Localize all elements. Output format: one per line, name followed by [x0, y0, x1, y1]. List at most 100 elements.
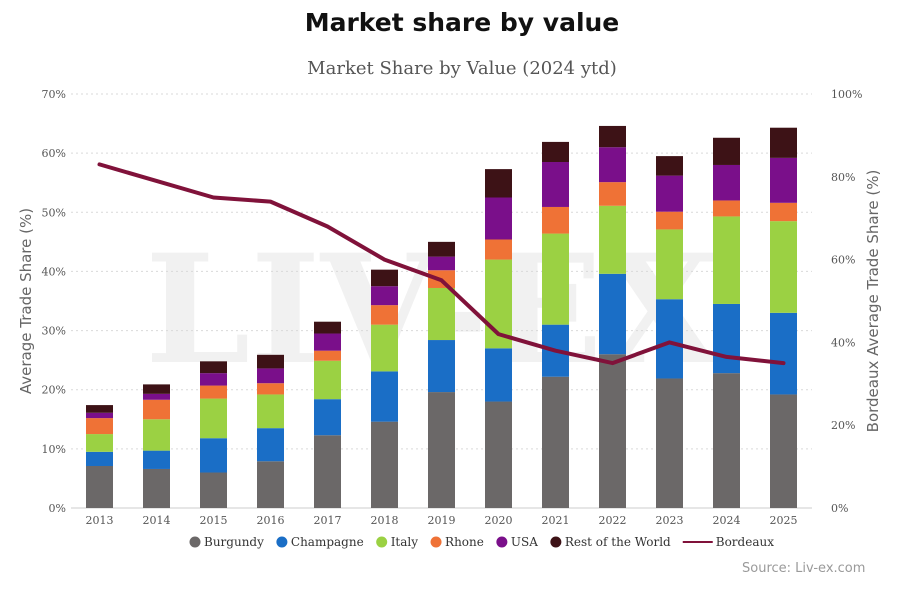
bar-segment — [257, 383, 284, 395]
y2-axis-title: Bordeaux Average Trade Share (%) — [864, 170, 882, 433]
bar-segment — [200, 398, 227, 439]
bar-segment — [428, 256, 455, 271]
x-tick-label: 2020 — [485, 514, 513, 527]
bar-segment — [713, 137, 740, 165]
bar-segment — [656, 156, 683, 176]
bar-segment — [542, 376, 569, 508]
x-tick-label: 2025 — [770, 514, 798, 527]
bar-segment — [86, 405, 113, 413]
x-tick-label: 2014 — [143, 514, 171, 527]
legend-marker — [189, 536, 201, 548]
y-tick-label: 0% — [49, 502, 66, 515]
bar-segment — [428, 241, 455, 257]
bar-segment — [770, 312, 797, 395]
bar-segment — [599, 205, 626, 274]
y2-tick-label: 40% — [831, 336, 855, 349]
bar-segment — [371, 286, 398, 306]
bar-segment — [314, 350, 341, 361]
x-tick-label: 2015 — [200, 514, 228, 527]
bar-segment — [770, 157, 797, 203]
y2-tick-label: 100% — [831, 88, 862, 101]
bar-segment — [143, 419, 170, 451]
bar-segment — [599, 125, 626, 148]
bar-segment — [428, 287, 455, 341]
y-axis-title: Average Trade Share (%) — [17, 208, 35, 394]
bar-segment — [143, 393, 170, 400]
bar-segment — [713, 373, 740, 508]
y2-tick-label: 0% — [831, 502, 848, 515]
x-tick-label: 2013 — [86, 514, 114, 527]
bar-segment — [86, 451, 113, 467]
bar-segment — [713, 200, 740, 217]
bar-segment — [257, 428, 284, 462]
x-tick-label: 2022 — [599, 514, 627, 527]
y-tick-label: 40% — [42, 265, 66, 278]
legend-marker — [430, 536, 442, 548]
bar-segment — [143, 450, 170, 469]
x-tick-label: 2024 — [713, 514, 741, 527]
bar-segment — [599, 354, 626, 508]
bar-segment — [656, 175, 683, 212]
bar-segment — [713, 164, 740, 201]
source-note: Source: Liv-ex.com — [742, 561, 866, 576]
bar-segment — [200, 361, 227, 374]
bar-segment — [770, 394, 797, 508]
legend-label: Champagne — [291, 535, 364, 549]
bar-segment — [86, 412, 113, 419]
bar-segment — [314, 399, 341, 436]
bar-segment — [542, 206, 569, 234]
bar-segment — [656, 299, 683, 379]
y-tick-label: 50% — [42, 206, 66, 219]
legend-label: Bordeaux — [716, 535, 774, 549]
bar-segment — [485, 169, 512, 198]
x-tick-label: 2016 — [257, 514, 285, 527]
x-tick-label: 2018 — [371, 514, 399, 527]
bar-segment — [143, 399, 170, 420]
bar-segment — [371, 421, 398, 508]
y2-tick-label: 80% — [831, 171, 855, 184]
x-tick-label: 2017 — [314, 514, 342, 527]
page-title: Market share by value — [304, 8, 620, 37]
bar-segment — [542, 233, 569, 325]
bar-segment — [428, 340, 455, 393]
x-tick-label: 2021 — [542, 514, 570, 527]
legend-marker — [496, 536, 508, 548]
bar-segment — [200, 373, 227, 386]
bar-segment — [314, 360, 341, 400]
bar-segment — [143, 468, 170, 508]
bar-segment — [713, 303, 740, 374]
bar-segment — [86, 434, 113, 452]
legend-label: Rhone — [445, 535, 484, 549]
bar-segment — [86, 466, 113, 508]
bar-segment — [371, 269, 398, 287]
legend-marker — [550, 536, 562, 548]
bar-segment — [257, 354, 284, 369]
bar-segment — [314, 333, 341, 351]
bar-segment — [257, 394, 284, 429]
legend-marker — [376, 536, 388, 548]
bar-segment — [656, 229, 683, 300]
bar-segment — [770, 202, 797, 222]
bar-segment — [257, 461, 284, 508]
bar-segment — [143, 384, 170, 394]
y-tick-label: 20% — [42, 384, 66, 397]
bar-segment — [200, 385, 227, 399]
legend-label: Burgundy — [204, 535, 264, 549]
bar-segment — [371, 324, 398, 372]
bar-segment — [656, 211, 683, 230]
bar-segment — [485, 239, 512, 260]
bar-segment — [542, 162, 569, 207]
bar-segment — [314, 435, 341, 508]
bar-segment — [200, 472, 227, 508]
y-tick-label: 30% — [42, 325, 66, 338]
bar-segment — [485, 197, 512, 240]
bar-segment — [485, 401, 512, 508]
bar-segment — [656, 378, 683, 508]
bar-segment — [371, 371, 398, 422]
bar-segment — [485, 348, 512, 402]
legend-label: Italy — [391, 535, 419, 549]
bar-segment — [257, 368, 284, 384]
bar-segment — [713, 216, 740, 304]
bordeaux-line — [97, 162, 786, 366]
